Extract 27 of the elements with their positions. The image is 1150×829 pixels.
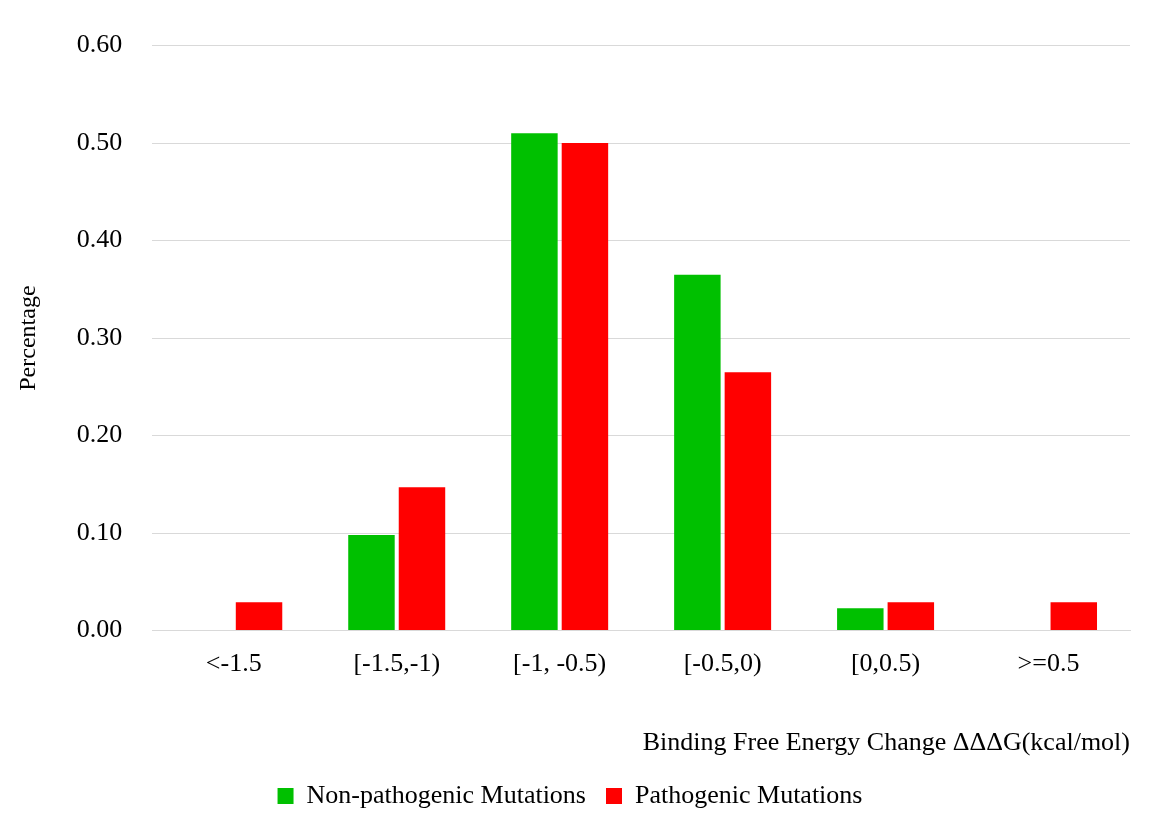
x-tick-label: [-1.5,-1) [353, 648, 441, 678]
x-axis-title: Binding Free Energy Change ΔΔΔG(kcal/mol) [642, 727, 1130, 757]
bar [398, 487, 446, 631]
y-tick-label: 0.60 [76, 29, 123, 59]
x-tick-label: [-0.5,0) [683, 648, 762, 678]
legend-label: Pathogenic Mutations [634, 779, 863, 809]
bar [511, 133, 558, 631]
legend-label: Non-pathogenic Mutations [306, 779, 586, 809]
y-tick-label: 0.40 [76, 224, 123, 254]
y-tick-label: 0.20 [76, 419, 123, 449]
y-tick-label: 0.10 [76, 516, 123, 546]
bar [674, 274, 721, 631]
bar [561, 143, 609, 631]
y-axis-title: Percentage [13, 285, 40, 391]
x-tick-label: [-1, -0.5) [513, 648, 607, 678]
x-tick-label: <-1.5 [205, 648, 262, 678]
bar [235, 602, 283, 631]
x-tick-label: [0,0.5) [850, 648, 921, 678]
y-tick-label: 0.30 [76, 321, 123, 351]
bar [1050, 602, 1098, 631]
y-tick-label: 0.50 [76, 126, 123, 156]
x-tick-label: >=0.5 [1017, 648, 1080, 678]
y-tick-label: 0.00 [76, 614, 123, 644]
bar [724, 372, 772, 631]
bar [837, 608, 884, 631]
bar [348, 535, 395, 631]
bar [887, 602, 935, 631]
